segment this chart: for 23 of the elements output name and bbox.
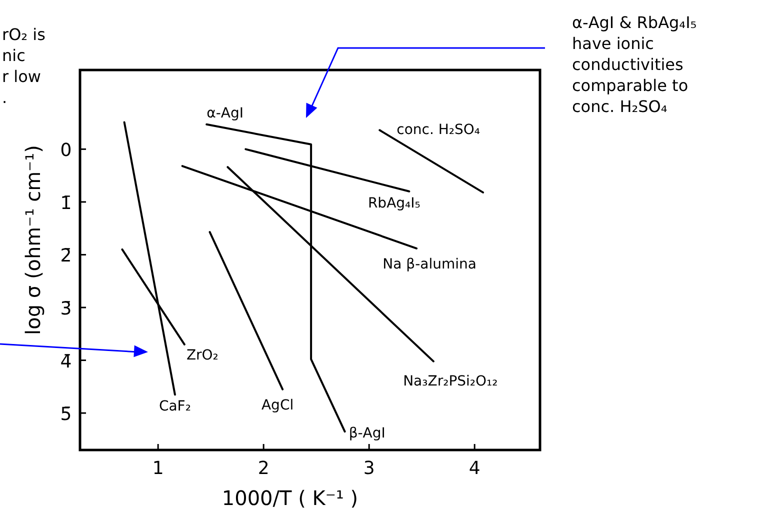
x-tick-label: 1 xyxy=(152,458,164,479)
y-tick-label: 3̄ xyxy=(60,298,72,320)
x-tick-label: 4 xyxy=(468,458,480,479)
series-label: conc. H₂SO₄ xyxy=(396,122,480,138)
y-tick-label: 4̄ xyxy=(60,351,72,372)
y-tick-label: 5̄ xyxy=(60,404,72,426)
series-label: Na₃Zr₂PSi₂O₁₂ xyxy=(403,373,498,390)
y-tick-label: 2̄ xyxy=(60,246,72,267)
y-tick-label: 0 xyxy=(60,140,72,162)
x-tick-label: 3 xyxy=(363,458,375,479)
y-tick-label: 1̄ xyxy=(60,192,72,214)
y-axis-title: log σ (ohm⁻¹ cm⁻¹) xyxy=(21,145,45,335)
series-label: RbAg₄I₅ xyxy=(368,195,420,212)
series-label: AgCl xyxy=(262,397,294,414)
annotation: β-AgI xyxy=(348,426,386,442)
text: α-AgI & RbAg₄I₅ have ionic conductivities comparable to conc. H₂SO₄ xyxy=(572,13,697,116)
series-label: α-AgI xyxy=(206,105,244,122)
series-label: Na β-alumina xyxy=(382,256,476,272)
text: rO₂ is nic r low . xyxy=(2,25,46,107)
series-label: ZrO₂ xyxy=(186,347,218,364)
x-axis-title: 1000/T ( K⁻¹ ) xyxy=(222,486,358,510)
series-label: CaF₂ xyxy=(158,398,191,415)
x-tick-label: 2 xyxy=(258,458,270,479)
